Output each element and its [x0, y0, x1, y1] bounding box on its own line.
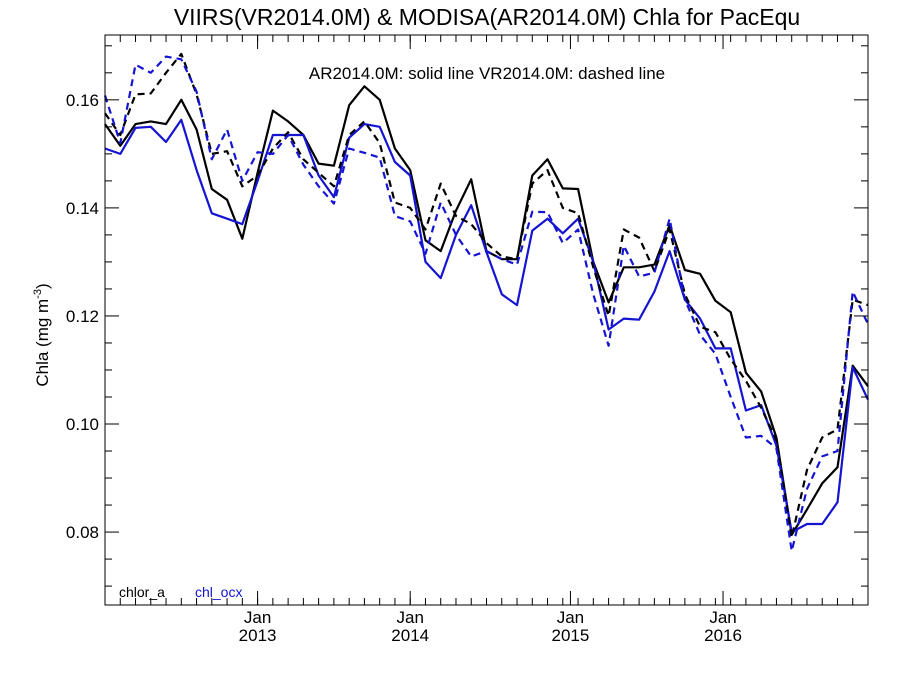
y-tick-label-4: 0.16 — [66, 91, 99, 110]
y-axis-label: Chla (mg m-3) — [32, 283, 52, 386]
chart-title: VIIRS(VR2014.0M) & MODISA(AR2014.0M) Chl… — [174, 4, 800, 30]
x-tick-label-month-3: Jan — [709, 608, 736, 627]
y-tick-label-3: 0.14 — [66, 199, 99, 218]
x-tick-label-month-0: Jan — [244, 608, 271, 627]
legend-item-chlor_a: chlor_a — [119, 584, 165, 600]
x-tick-label-year-1: 2014 — [391, 626, 429, 645]
y-axis-label-end: ) — [33, 283, 52, 289]
y-axis-label-main: Chla (mg m — [33, 299, 52, 387]
x-tick-label-month-2: Jan — [557, 608, 584, 627]
y-tick-label-2: 0.12 — [66, 307, 99, 326]
legend-item-chl_ocx: chl_ocx — [195, 584, 242, 600]
x-tick-label-year-2: 2015 — [552, 626, 590, 645]
series-layer — [103, 52, 869, 553]
y-tick-label-0: 0.08 — [66, 523, 99, 542]
line-style-note: AR2014.0M: solid line VR2014.0M: dashed … — [309, 64, 665, 83]
series-line-chl_ocx-VR2014.0M — [103, 55, 869, 553]
y-axis-label-sup: -3 — [32, 289, 44, 299]
series-line-chlor_a-VR2014.0M — [104, 52, 869, 539]
y-tick-label-1: 0.10 — [66, 415, 99, 434]
x-tick-label-year-3: 2016 — [704, 626, 742, 645]
legend: chlor_a chl_ocx — [119, 584, 242, 600]
plot-frame — [104, 34, 869, 606]
x-tick-label-month-1: Jan — [396, 608, 423, 627]
x-tick-label-year-0: 2013 — [239, 626, 277, 645]
tick-layer: 0.080.100.120.140.16Jan2013Jan2014Jan201… — [66, 35, 868, 645]
